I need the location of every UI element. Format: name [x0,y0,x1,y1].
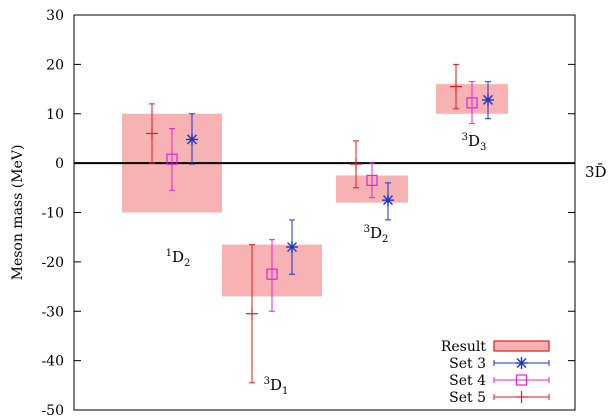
point-set-4-3D1 [266,239,278,312]
state-label-sub: 2 [184,258,190,269]
point-set-4-1D2 [166,128,178,191]
legend-label-set-5: Set 5 [449,390,486,406]
point-set-3-3D1-marker-d2 [287,242,297,253]
y-tick-label--10: -10 [41,206,64,222]
y-tick-label-20: 20 [46,57,64,73]
point-set-4-3D3 [466,81,478,125]
y-axis-label: Meson mass (MeV) [10,145,26,281]
state-label-base: D [172,248,184,266]
point-set-3-3D1 [286,219,298,275]
state-label-sub: 3 [480,142,486,153]
y-tick-label-30: 30 [46,8,64,24]
state-label-3D3: 3D3 [462,132,487,153]
point-set-5-3D2 [350,140,362,189]
state-label-sup: 3 [264,376,270,387]
state-label-sup: 3 [364,224,370,235]
point-set-3-3D3-marker-d2 [483,94,493,105]
point-set-3-3D3 [482,81,494,120]
state-label-sup: 3 [462,132,468,143]
y-tick-label--20: -20 [41,255,64,271]
state-label-1D2: 1D2 [166,248,191,269]
y-tick-label-10: 10 [46,107,64,123]
point-set-3-3D2 [382,182,394,221]
state-label-sub: 2 [382,234,388,245]
point-set-5-3D1 [246,244,258,384]
point-set-3-1D2 [186,113,198,165]
state-label-sub: 1 [282,386,288,397]
state-label-3D1: 3D1 [264,376,289,397]
point-set-4-3D3-marker [466,97,478,109]
legend-label-result: Result [441,339,487,355]
data-points [146,63,494,384]
point-set-5-1D2 [146,103,158,164]
legend-marker-set-4 [515,374,528,386]
legend-label-set-4: Set 4 [449,373,486,389]
state-label-base: D [270,376,282,394]
y-tick-label--30: -30 [41,304,64,320]
y-tick-label--50: -50 [41,403,64,418]
legend-label-set-3: Set 3 [449,356,486,372]
state-label-3D2: 3D2 [364,224,389,245]
point-set-4-3D2 [366,162,378,199]
y-tick-label--40: -40 [41,354,64,370]
point-set-5-3D3 [450,63,462,110]
y-axis: -50 -40 -30 -20 -10 0 10 20 30 [41,8,575,418]
state-label-base: D [468,132,480,150]
y-tick-label-0: 0 [55,156,64,172]
point-set-4-3D2-marker [366,174,378,187]
point-set-4-3D1-marker [266,268,278,280]
legend-swatch-result [493,340,550,352]
state-label-base: D [370,224,382,242]
point-set-4-1D2-marker [166,153,178,165]
point-set-3-1D2-marker-d2 [187,134,197,145]
state-label-sup: 1 [166,248,172,259]
reference-line-label: 3D̄ [585,163,607,181]
point-set-3-3D2-marker-d2 [383,195,393,206]
legend-marker-set-3-d2 [516,358,527,368]
